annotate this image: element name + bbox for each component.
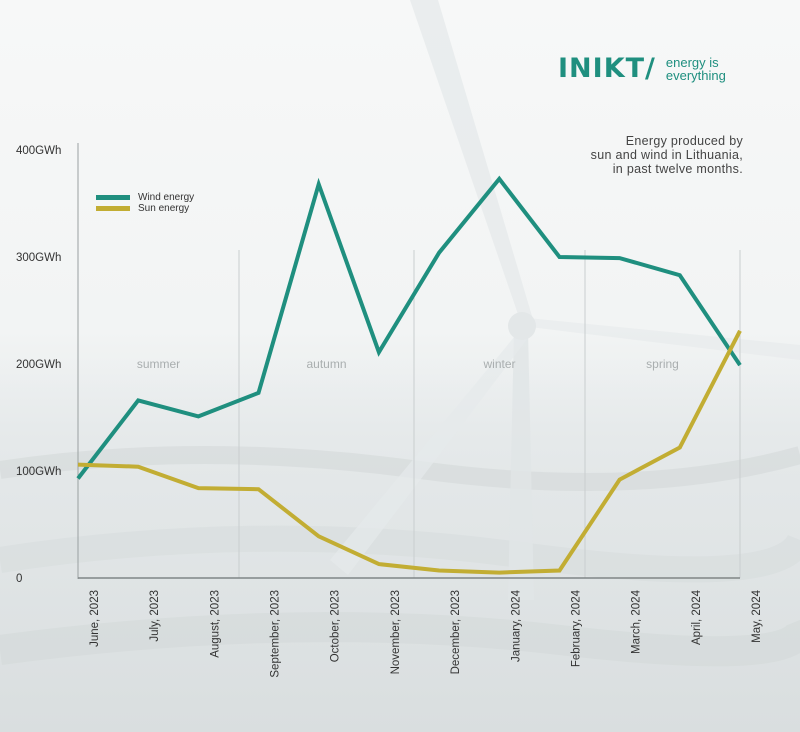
y-tick-label-100: 100GWh [16,466,61,478]
y-tick-label-400: 400GWh [16,145,61,157]
x-tick-label-2: July, 2023 [149,590,161,642]
x-tick-label-6: November, 2023 [390,590,402,674]
legend-label-sun: Sun energy [138,203,190,214]
season-label-summer: summer [137,357,180,371]
season-label-spring: spring [646,357,679,371]
legend-label-wind: Wind energy [138,192,195,203]
caption-line-3: in past twelve months. [612,162,743,176]
caption-line-2: sun and wind in Lithuania, [590,148,743,162]
caption-line-1: Energy produced by [625,134,743,148]
x-tick-label-3: August, 2023 [209,590,221,658]
logo-tagline: energy is everything [666,56,726,82]
series-line-wind [76,175,742,480]
y-tick-label-300: 300GWh [16,252,61,264]
x-tick-label-9: February, 2024 [570,589,582,667]
x-tick-label-1: June, 2023 [89,590,101,647]
season-label-autumn: autumn [306,357,346,371]
legend-swatch-sun [96,206,130,211]
logo-wordmark: INIKT/ [558,53,656,84]
season-label-winter: winter [482,357,515,371]
y-tick-label-0: 0 [16,573,22,585]
legend-item-sun: Sun energy [96,203,194,214]
x-tick-label-8: January, 2024 [510,589,522,662]
tagline-line-2: everything [665,68,726,83]
brand-logo: INIKT/ energy is everything [558,54,726,84]
x-tick-label-5: October, 2023 [330,590,342,662]
x-tick-label-11: April, 2024 [691,589,703,645]
x-tick-label-12: May, 2024 [751,589,763,642]
x-tick-label-7: December, 2023 [450,590,462,674]
chart-legend: Wind energy Sun energy [96,192,194,214]
x-tick-label-4: September, 2023 [270,590,282,678]
tagline-line-1: energy is [665,55,719,70]
legend-item-wind: Wind energy [96,192,194,203]
series-line-sun [77,329,742,575]
chart-caption: Energy produced by sun and wind in Lithu… [591,134,743,176]
legend-swatch-wind [96,195,130,200]
x-tick-label-10: March, 2024 [631,589,643,654]
y-tick-label-200: 200GWh [16,359,61,371]
